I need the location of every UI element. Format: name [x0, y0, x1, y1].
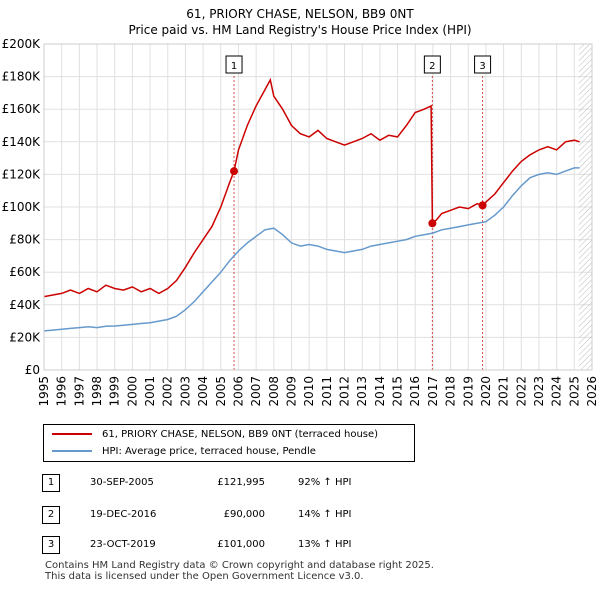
- footer-notice: Contains HM Land Registry data © Crown c…: [45, 560, 434, 582]
- x-tick-label: 2003: [178, 376, 192, 407]
- x-tick-label: 2011: [320, 376, 334, 407]
- plot-border: [43, 43, 593, 371]
- x-tick-label: 2015: [391, 376, 405, 407]
- hpi-line: [44, 167, 580, 332]
- x-tick-label: 2006: [231, 376, 245, 407]
- legend-label-hpi: HPI: Average price, terraced house, Pend…: [102, 446, 316, 457]
- x-tick-label: 2004: [196, 376, 210, 407]
- sale-number-badge: 1: [42, 474, 60, 492]
- sale-date: 19-DEC-2016: [90, 509, 157, 520]
- x-tick-label: 2020: [479, 376, 493, 407]
- x-tick-label: 2025: [567, 376, 581, 407]
- footer-copyright: Contains HM Land Registry data © Crown c…: [45, 560, 434, 571]
- y-tick-label: £80K: [9, 233, 41, 247]
- y-tick-label: £140K: [2, 135, 42, 149]
- x-tick-label: 2026: [585, 376, 599, 407]
- legend-item-hpi: HPI: Average price, terraced house, Pend…: [52, 444, 316, 460]
- x-tick-label: 2012: [338, 376, 352, 407]
- property-price-line: [44, 77, 580, 298]
- y-tick-label: £0: [25, 363, 40, 377]
- x-tick-label: 2010: [302, 376, 316, 407]
- sale-number-badge: 2: [42, 506, 60, 524]
- x-tick-label: 2001: [143, 376, 157, 407]
- sale-row: 2 19-DEC-2016 £90,000 14% ↑ HPI: [0, 506, 600, 526]
- x-tick-label: 2008: [267, 376, 281, 407]
- sale-point: [230, 167, 239, 176]
- y-tick-label: £160K: [2, 102, 42, 116]
- sale-marker-box: [225, 55, 243, 74]
- x-tick-label: 2013: [355, 376, 369, 407]
- x-tick-label: 2024: [550, 376, 564, 407]
- sale-price: £101,000: [217, 539, 265, 550]
- x-tick-label: 2007: [249, 376, 263, 407]
- sale-marker-box: [423, 55, 441, 74]
- x-tick-label: 2017: [426, 376, 440, 407]
- sale-row: 1 30-SEP-2005 £121,995 92% ↑ HPI: [0, 474, 600, 494]
- sale-marker-box: [474, 55, 492, 74]
- x-tick-label: 2002: [161, 376, 175, 407]
- sale-marker-label: 1: [231, 61, 237, 72]
- x-tick-label: 2021: [497, 376, 511, 407]
- legend-item-property: 61, PRIORY CHASE, NELSON, BB9 0NT (terra…: [52, 427, 378, 443]
- sale-hpi-change: 14% ↑ HPI: [298, 509, 352, 520]
- x-tick-label: 1998: [90, 376, 104, 407]
- legend-swatch-hpi: [52, 450, 92, 452]
- y-tick-label: £120K: [2, 167, 42, 181]
- y-tick-label: £20K: [9, 330, 41, 344]
- x-tick-label: 2022: [514, 376, 528, 407]
- y-tick-label: £100K: [2, 200, 42, 214]
- chart-subtitle: Price paid vs. HM Land Registry's House …: [128, 23, 472, 37]
- sale-marker-label: 3: [479, 61, 485, 72]
- sale-point: [478, 201, 487, 210]
- legend-swatch-property: [52, 433, 92, 435]
- chart-title-address: 61, PRIORY CHASE, NELSON, BB9 0NT: [186, 7, 414, 21]
- y-tick-label: £200K: [2, 37, 42, 51]
- price-chart: 1 2 3 £0 £20K £40K £60K £80K £100K £120K £140K £16…: [2, 37, 599, 407]
- sale-date: 23-OCT-2019: [90, 539, 156, 550]
- x-tick-label: 2023: [532, 376, 546, 407]
- x-tick-label: 2019: [461, 376, 475, 407]
- y-tick-label: £40K: [9, 298, 41, 312]
- sale-hpi-change: 13% ↑ HPI: [298, 539, 352, 550]
- x-tick-label: 2016: [408, 376, 422, 407]
- x-tick-label: 2014: [373, 376, 387, 407]
- sale-hpi-change: 92% ↑ HPI: [298, 477, 352, 488]
- sale-number-badge: 3: [42, 536, 60, 554]
- x-tick-label: 2009: [284, 376, 298, 407]
- x-tick-label: 1999: [108, 376, 122, 407]
- x-tick-label: 2018: [444, 376, 458, 407]
- y-tick-label: £60K: [9, 265, 41, 279]
- footer-licence: This data is licensed under the Open Gov…: [45, 571, 364, 582]
- hatch-region: [578, 44, 592, 370]
- sale-row: 3 23-OCT-2019 £101,000 13% ↑ HPI: [0, 536, 600, 556]
- sale-date: 30-SEP-2005: [90, 477, 154, 488]
- sale-point: [428, 219, 437, 228]
- y-tick-label: £180K: [2, 70, 42, 84]
- sale-price: £121,995: [217, 477, 265, 488]
- legend-label-property: 61, PRIORY CHASE, NELSON, BB9 0NT (terra…: [102, 429, 379, 440]
- chart-legend: 61, PRIORY CHASE, NELSON, BB9 0NT (terra…: [43, 424, 415, 462]
- sale-marker-label: 2: [429, 61, 435, 72]
- x-tick-label: 1997: [72, 376, 86, 407]
- x-tick-label: 2005: [214, 376, 228, 407]
- sale-price: £90,000: [223, 509, 265, 520]
- x-tick-label: 2000: [125, 376, 139, 407]
- x-tick-label: 1996: [55, 376, 69, 407]
- x-tick-label: 1995: [37, 376, 51, 407]
